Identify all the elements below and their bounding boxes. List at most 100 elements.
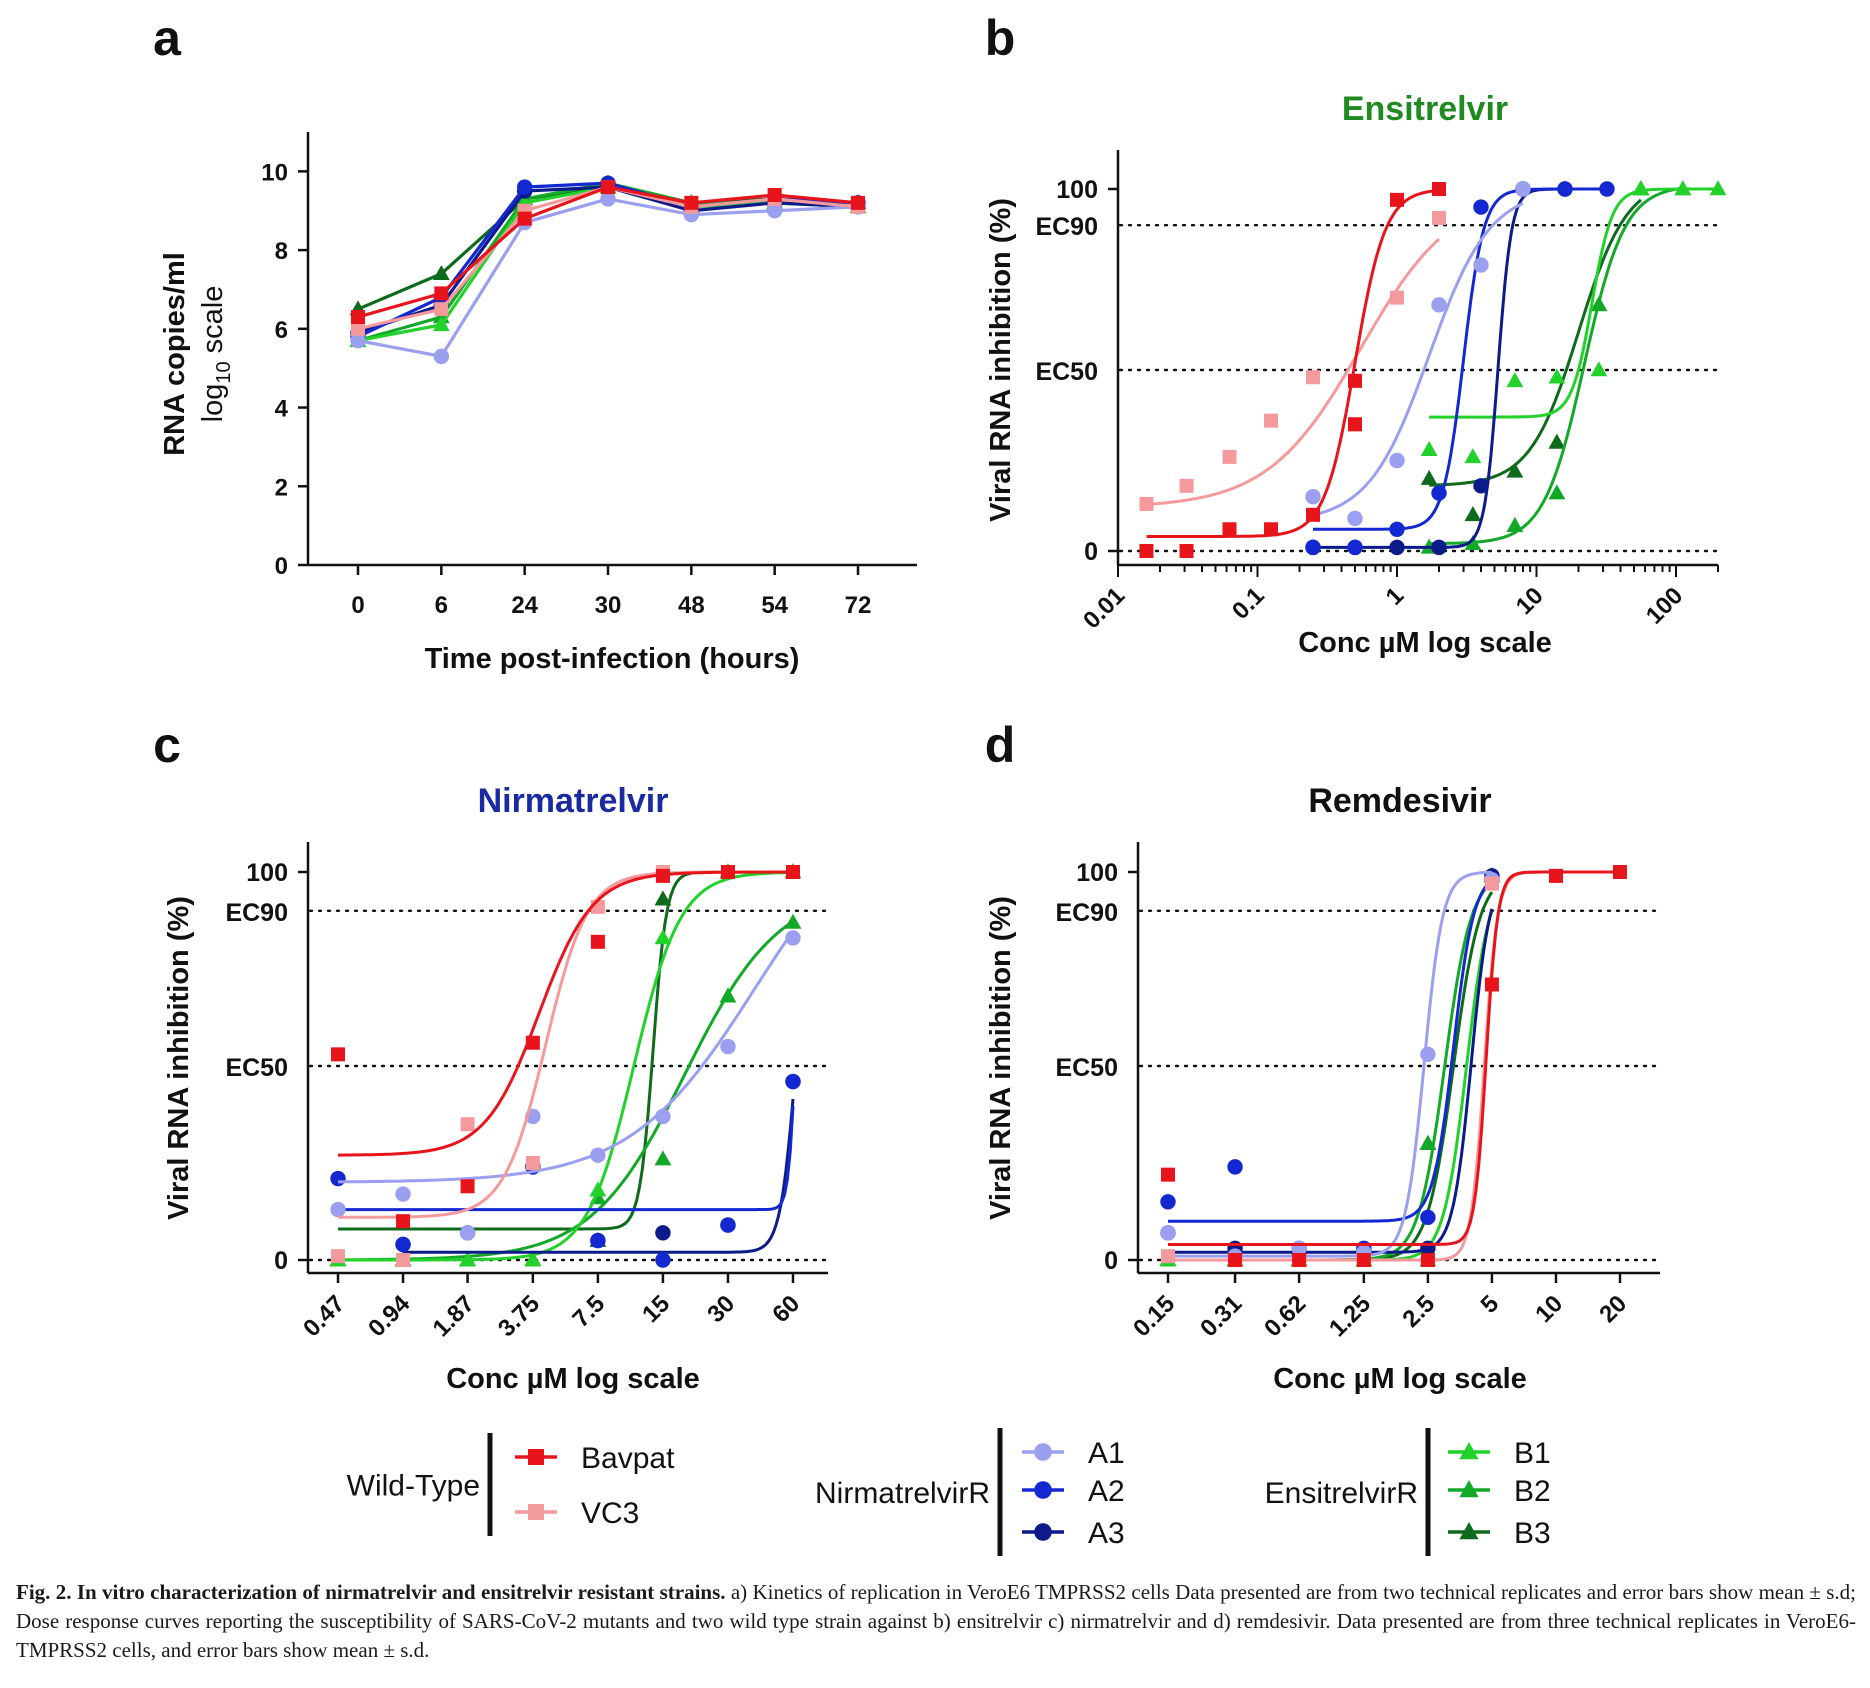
x-tick-label: 6: [435, 592, 448, 619]
data-point-Bavpat: [331, 1047, 345, 1062]
x-tick-label: 1: [1381, 582, 1410, 611]
data-point-Bavpat: [1179, 544, 1194, 558]
x-tick-label: 30: [595, 592, 622, 619]
x-tick-label: 54: [761, 592, 788, 619]
panel-letter-b: b: [985, 10, 1016, 66]
legend-marker-B3: [1459, 1522, 1479, 1540]
data-point-B1: [589, 1181, 607, 1197]
data-point-Bavpat: [1264, 522, 1279, 537]
y-tick-label: 6: [275, 317, 288, 344]
panel-letter-d: d: [985, 717, 1016, 773]
legend-marker-Bavpat: [528, 1449, 544, 1465]
data-point-Bavpat: [1222, 522, 1237, 537]
y-tick-label: 4: [275, 396, 289, 423]
fit-curve-Bavpat: [338, 870, 793, 1157]
ylabel-scale: scale: [197, 286, 229, 362]
x-tick-label: 72: [845, 592, 872, 619]
data-point-Bavpat: [1348, 373, 1363, 388]
data-point-B3: [654, 890, 672, 906]
legend-item-label: B3: [1514, 1517, 1551, 1550]
data-point-A1: [1160, 1225, 1176, 1241]
data-point-A1: [1431, 297, 1447, 313]
data-point-VC3: [525, 1156, 540, 1170]
legend-item-label: VC3: [581, 1497, 639, 1530]
x-tick-label: 0.01: [1078, 582, 1130, 634]
data-point-B1: [1590, 361, 1608, 377]
y-tick-label: 0: [1084, 538, 1098, 566]
data-point-B1: [1506, 372, 1524, 388]
data-point-A1: [459, 1225, 476, 1241]
data-point-B2: [1590, 296, 1608, 312]
data-point-B1: [459, 1251, 476, 1267]
data-point-B2: [1464, 535, 1482, 551]
data-point-Bavpat: [786, 865, 800, 879]
fit-curve-B3: [1429, 198, 1642, 487]
data-point-B2: [719, 987, 737, 1003]
fit-curve-B2: [1168, 881, 1493, 1262]
data-point-B3: [432, 264, 450, 281]
data-point-Bavpat: [684, 195, 699, 210]
legend-group-label: NirmatrelvirR: [815, 1477, 990, 1510]
data-point-B1: [1674, 180, 1692, 196]
data-point-A1: [330, 1201, 346, 1218]
x-tick-label: 20: [1594, 1290, 1632, 1328]
x-tick-label: 48: [678, 592, 705, 619]
data-point-VC3: [396, 1253, 411, 1267]
data-point-A2: [590, 1232, 606, 1249]
panel-d-chart: Remdesivir EC90 EC50 0 100 0.15 0.31 0.62 1.25 2.…: [985, 782, 1664, 1395]
fit-curve-A1: [338, 930, 795, 1184]
caption-label: Fig. 2.: [16, 1580, 72, 1604]
y-tick-label: 100: [246, 859, 288, 887]
legend-marker-A3: [1034, 1523, 1052, 1541]
data-point-A1: [720, 1038, 736, 1055]
fit-curve-A3: [1168, 908, 1494, 1254]
x-tick-label: 100: [1641, 582, 1688, 629]
legend-item-label: A1: [1088, 1437, 1125, 1470]
data-point-Bavpat: [460, 1179, 475, 1194]
x-axis-title: Conc µM log scale: [1273, 1363, 1527, 1395]
data-point-VC3: [1484, 876, 1499, 891]
data-point-Bavpat: [1613, 865, 1627, 879]
data-point-B2: [1419, 1134, 1437, 1150]
data-point-Bavpat: [1292, 1253, 1307, 1267]
data-point-Bavpat: [1548, 868, 1563, 883]
data-point-A3: [655, 1225, 671, 1241]
data-point-A1: [1347, 510, 1363, 527]
legend-item-label: Bavpat: [581, 1442, 675, 1475]
data-point-Bavpat: [1139, 544, 1154, 558]
data-point-Bavpat: [655, 868, 670, 883]
data-point-VC3: [1161, 1249, 1175, 1264]
data-point-B1: [524, 1251, 542, 1267]
y-tick-label: 10: [261, 159, 288, 186]
x-tick-label: 24: [511, 592, 538, 619]
y-tick-label: 100: [1076, 859, 1118, 887]
data-point-A2: [1160, 1194, 1176, 1210]
panel-title: Ensitrelvir: [1342, 90, 1508, 128]
fit-curve-A2: [1168, 878, 1493, 1223]
figure-caption: Fig. 2. In vitro characterization of nir…: [16, 1578, 1856, 1665]
data-point-Bavpat: [1431, 182, 1446, 196]
x-tick-label: 3.75: [493, 1290, 545, 1342]
data-point-B1: [1420, 440, 1438, 456]
data-point-A1: [433, 348, 450, 365]
data-point-Bavpat: [517, 211, 532, 226]
data-point-Bavpat: [720, 865, 735, 879]
x-tick-label: 60: [767, 1290, 805, 1328]
data-point-A1: [350, 332, 366, 349]
x-tick-label: 0.15: [1128, 1290, 1180, 1342]
data-point-A2: [1431, 485, 1447, 501]
x-axis-title: Conc µM log scale: [1298, 627, 1552, 659]
data-point-VC3: [1139, 496, 1154, 511]
data-point-VC3: [1390, 290, 1405, 305]
data-point-B3: [1464, 506, 1482, 522]
legend-group-label: EnsitrelvirR: [1265, 1477, 1418, 1510]
data-point-B3: [1548, 433, 1566, 449]
data-point-Bavpat: [1484, 977, 1499, 992]
data-point-A2: [395, 1236, 411, 1253]
y-tick-label: 0: [274, 1247, 288, 1275]
legend-item-label: A2: [1088, 1475, 1125, 1508]
legend-marker-A2: [1034, 1481, 1052, 1499]
y-axis-title-line2: log10 scale: [197, 286, 235, 423]
x-tick-label: 15: [637, 1290, 675, 1328]
